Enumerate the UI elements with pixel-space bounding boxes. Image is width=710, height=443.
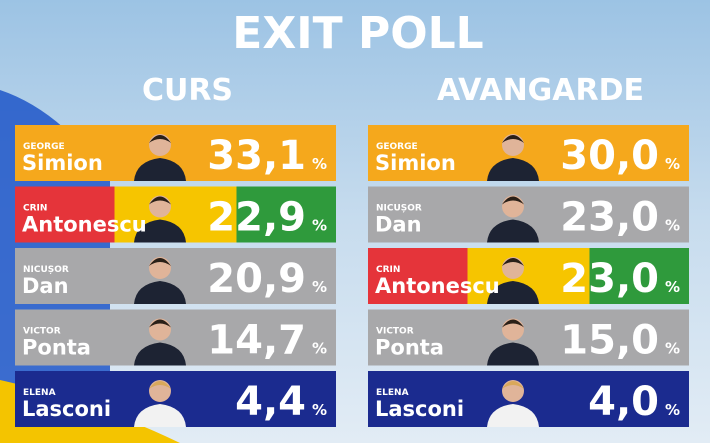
percent-value: 22,9 bbox=[207, 195, 306, 241]
percent-value: 4,0 bbox=[588, 379, 659, 425]
percent-sign: % bbox=[665, 278, 680, 296]
percent-sign: % bbox=[312, 217, 327, 235]
percent-sign: % bbox=[665, 401, 680, 419]
photo-hair bbox=[149, 196, 171, 205]
row-background bbox=[589, 248, 689, 304]
photo-hair bbox=[502, 135, 524, 143]
last-name: Simion bbox=[22, 151, 103, 175]
last-name: Antonescu bbox=[22, 213, 147, 237]
photo-hair bbox=[502, 258, 524, 266]
photo-hair bbox=[502, 319, 524, 328]
percent-value: 15,0 bbox=[560, 318, 659, 364]
candidate-photo bbox=[487, 257, 539, 304]
first-name: GEORGE bbox=[23, 142, 65, 152]
last-name: Simion bbox=[375, 151, 456, 175]
first-name: NICUȘOR bbox=[376, 204, 422, 214]
photo-hair bbox=[149, 258, 171, 266]
row-background bbox=[236, 186, 336, 243]
percent-sign: % bbox=[312, 155, 327, 173]
first-name: CRIN bbox=[376, 265, 400, 275]
photo-hair bbox=[149, 135, 171, 143]
photo-body bbox=[487, 219, 539, 243]
percent-value: 14,7 bbox=[207, 318, 306, 364]
last-name: Ponta bbox=[375, 336, 444, 360]
last-name: Lasconi bbox=[22, 397, 111, 421]
last-name: Antonescu bbox=[375, 274, 500, 298]
percent-value: 4,4 bbox=[235, 379, 306, 425]
percent-sign: % bbox=[665, 155, 680, 173]
percent-sign: % bbox=[665, 217, 680, 235]
first-name: GEORGE bbox=[376, 142, 418, 152]
photo-hair bbox=[502, 196, 524, 205]
candidate-photo bbox=[487, 134, 539, 181]
percent-value: 30,0 bbox=[560, 133, 659, 179]
candidate-photo bbox=[134, 380, 186, 427]
candidate-photo bbox=[134, 195, 186, 243]
candidate-photo bbox=[134, 318, 186, 366]
photo-hair bbox=[149, 319, 171, 328]
candidate-photo bbox=[134, 257, 186, 304]
candidate-photo bbox=[134, 134, 186, 181]
poll-name: AVANGARDE bbox=[437, 73, 644, 108]
last-name: Dan bbox=[375, 213, 422, 237]
percent-sign: % bbox=[312, 340, 327, 358]
first-name: VICTOR bbox=[376, 327, 414, 337]
photo-body bbox=[134, 219, 186, 243]
photo-body bbox=[487, 342, 539, 366]
first-name: CRIN bbox=[23, 204, 47, 214]
first-name: ELENA bbox=[376, 388, 409, 398]
first-name: ELENA bbox=[23, 388, 56, 398]
percent-sign: % bbox=[312, 278, 327, 296]
photo-body bbox=[134, 281, 186, 304]
first-name: NICUȘOR bbox=[23, 265, 69, 275]
candidate-photo bbox=[487, 380, 539, 427]
row-background bbox=[368, 248, 468, 304]
photo-body bbox=[487, 281, 539, 304]
percent-value: 23,0 bbox=[560, 195, 659, 241]
percent-value: 33,1 bbox=[207, 133, 306, 179]
poll-name: CURS bbox=[142, 73, 233, 108]
candidate-photo bbox=[487, 318, 539, 366]
row-background bbox=[15, 186, 115, 243]
percent-value: 20,9 bbox=[207, 256, 306, 302]
photo-hair bbox=[502, 381, 524, 389]
percent-sign: % bbox=[665, 340, 680, 358]
photo-body bbox=[134, 158, 186, 181]
last-name: Lasconi bbox=[375, 397, 464, 421]
last-name: Dan bbox=[22, 274, 69, 298]
percent-value: 23,0 bbox=[560, 256, 659, 302]
first-name: VICTOR bbox=[23, 327, 61, 337]
candidate-photo bbox=[487, 195, 539, 243]
photo-body bbox=[487, 404, 539, 427]
percent-sign: % bbox=[312, 401, 327, 419]
photo-body bbox=[134, 404, 186, 427]
photo-hair bbox=[149, 381, 171, 389]
title: EXIT POLL bbox=[232, 8, 483, 59]
last-name: Ponta bbox=[22, 336, 91, 360]
photo-body bbox=[487, 158, 539, 181]
photo-body bbox=[134, 342, 186, 366]
